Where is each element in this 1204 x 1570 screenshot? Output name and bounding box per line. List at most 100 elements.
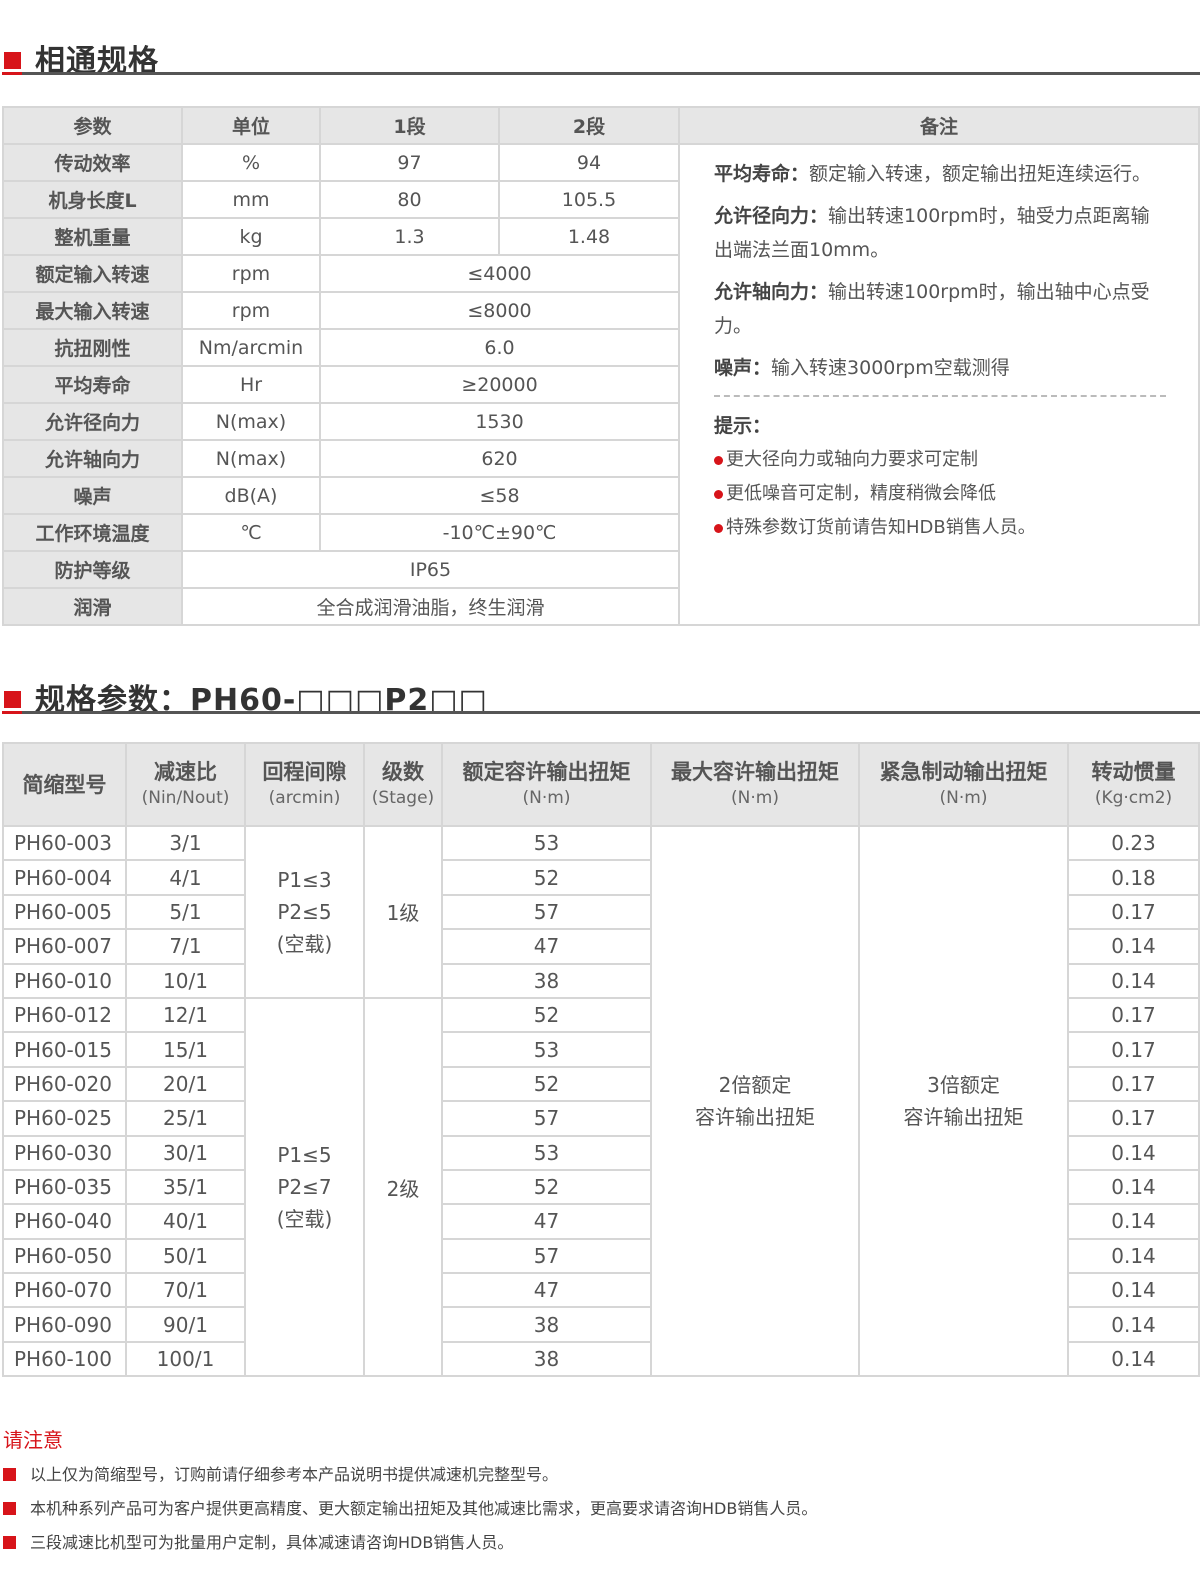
model-cell: PH60-025 bbox=[2, 1100, 127, 1137]
rated-torque-cell: 53 bbox=[441, 824, 652, 862]
param-cell: 允许径向力 bbox=[2, 402, 183, 441]
note-text: 输出转速100rpm时，轴受力点距离输出端法兰面10mm。 bbox=[714, 205, 1150, 261]
header-unit: (Kg·cm2) bbox=[1094, 787, 1173, 808]
caution-item: 本机种系列产品可为客户提供更高精度、更大额定输出扭矩及其他减速比需求，更高要求请… bbox=[3, 1495, 817, 1519]
ratio-cell: 30/1 bbox=[125, 1134, 246, 1171]
stage1-cell: 1.3 bbox=[319, 217, 500, 256]
value-cell: 620 bbox=[319, 439, 680, 478]
inertia-cell: 0.17 bbox=[1067, 893, 1200, 931]
emergency-torque-line: 容许输出扭矩 bbox=[903, 1105, 1024, 1130]
tip-item: 更低噪音可定制，精度稍微会降低 bbox=[714, 477, 1166, 511]
ratio-cell: 10/1 bbox=[125, 962, 246, 999]
inertia-cell: 0.14 bbox=[1067, 928, 1200, 965]
table-row: PH60-025 25/1 57 0.17 bbox=[2, 1100, 1200, 1137]
ratio-cell: 100/1 bbox=[125, 1340, 246, 1378]
inertia-cell: 0.17 bbox=[1067, 1100, 1200, 1137]
value-cell: 全合成润滑油脂，终生润滑 bbox=[181, 587, 680, 626]
inertia-cell: 0.17 bbox=[1067, 996, 1200, 1034]
unit-cell: ℃ bbox=[181, 513, 321, 552]
column-header: 2段 bbox=[498, 106, 680, 145]
table-row: 允许径向力 N(max) 1530 bbox=[2, 402, 1199, 441]
table-row: PH60-050 50/1 57 0.14 bbox=[2, 1237, 1200, 1275]
param-cell: 工作环境温度 bbox=[2, 513, 183, 552]
model-spec-table: 简缩型号 减速比 (Nin/Nout) 回程间隙 (arcmin) 级数 (Stage) 额定… bbox=[2, 742, 1200, 1378]
ratio-cell: 15/1 bbox=[125, 1031, 246, 1068]
note-item: 允许径向力：输出转速100rpm时，轴受力点距离输出端法兰面10mm。 bbox=[714, 199, 1166, 267]
param-cell: 平均寿命 bbox=[2, 365, 183, 404]
table-row: 抗扭刚性 Nm/arcmin 6.0 bbox=[2, 328, 1199, 367]
inertia-cell: 0.17 bbox=[1067, 1031, 1200, 1068]
table-row: 机身长度L mm 80 105.5 bbox=[2, 180, 1199, 219]
dashed-divider bbox=[714, 395, 1166, 397]
header-main: 减速比 bbox=[154, 759, 217, 784]
notes-cell: 平均寿命：额定输入转速，额定输出扭矩连续运行。 允许径向力：输出转速100rpm时… bbox=[678, 143, 1200, 626]
ratio-cell: 12/1 bbox=[125, 996, 246, 1034]
tip-item: 特殊参数订货前请告知HDB销售人员。 bbox=[714, 511, 1166, 545]
rated-torque-cell: 52 bbox=[441, 859, 652, 896]
divider bbox=[2, 711, 1200, 714]
header-main: 最大容许输出扭矩 bbox=[671, 759, 839, 784]
stage1-cell: 80 bbox=[319, 180, 500, 219]
model-cell: PH60-035 bbox=[2, 1168, 127, 1206]
inertia-cell: 0.14 bbox=[1067, 1272, 1200, 1309]
stage2-cell: 1.48 bbox=[498, 217, 680, 256]
column-header: 最大容许输出扭矩 (N·m) bbox=[650, 742, 860, 827]
note-item: 噪声：输入转速3000rpm空载测得 bbox=[714, 351, 1166, 385]
backlash-line: P2≤7 bbox=[277, 1175, 332, 1200]
header-main: 紧急制动输出扭矩 bbox=[879, 759, 1048, 784]
inertia-cell: 0.14 bbox=[1067, 1306, 1200, 1343]
model-cell: PH60-090 bbox=[2, 1306, 127, 1343]
inertia-cell: 0.14 bbox=[1067, 1203, 1200, 1240]
red-square-icon bbox=[3, 1468, 16, 1481]
column-header: 级数 (Stage) bbox=[363, 742, 443, 827]
rated-torque-cell: 47 bbox=[441, 1203, 652, 1240]
tips-title: 提示： bbox=[714, 415, 772, 437]
backlash-line: P1≤5 bbox=[277, 1143, 332, 1168]
table-row: PH60-070 70/1 47 0.14 bbox=[2, 1272, 1200, 1309]
red-square-icon bbox=[3, 1502, 16, 1515]
max-torque-line: 容许输出扭矩 bbox=[695, 1105, 815, 1130]
model-cell: PH60-004 bbox=[2, 859, 127, 896]
rated-torque-cell: 47 bbox=[441, 928, 652, 965]
param-cell: 额定输入转速 bbox=[2, 254, 183, 293]
unit-cell: kg bbox=[181, 217, 321, 256]
emergency-torque-line: 3倍额定 bbox=[927, 1073, 1000, 1098]
model-cell: PH60-010 bbox=[2, 962, 127, 999]
model-cell: PH60-015 bbox=[2, 1031, 127, 1068]
backlash-line: (空载) bbox=[276, 1207, 333, 1232]
note-text: 输入转速3000rpm空载测得 bbox=[771, 357, 1010, 379]
value-cell: ≤8000 bbox=[319, 291, 680, 330]
column-header: 转动惯量 (Kg·cm2) bbox=[1067, 742, 1200, 827]
rated-torque-cell: 38 bbox=[441, 1306, 652, 1343]
value-cell: 1530 bbox=[319, 402, 680, 441]
table-row: 噪声 dB(A) ≤58 bbox=[2, 476, 1199, 515]
note-label: 噪声： bbox=[714, 357, 772, 379]
stage-cell: 1级 bbox=[363, 825, 443, 999]
param-cell: 防护等级 bbox=[2, 550, 183, 589]
table-row: 整机重量 kg 1.3 1.48 bbox=[2, 217, 1199, 256]
value-cell: ≤4000 bbox=[319, 254, 680, 293]
table-row: PH60-004 4/1 52 0.18 bbox=[2, 859, 1200, 896]
model-cell: PH60-003 bbox=[2, 824, 127, 862]
table-row: 润滑 全合成润滑油脂，终生润滑 bbox=[2, 587, 1199, 626]
header-main: 级数 bbox=[382, 759, 424, 784]
tip-text: 特殊参数订货前请告知HDB销售人员。 bbox=[726, 517, 1036, 538]
header-main: 转动惯量 bbox=[1091, 759, 1176, 784]
header-main: 额定容许输出扭矩 bbox=[462, 759, 631, 784]
header-unit: (Nin/Nout) bbox=[141, 787, 230, 808]
stage1-cell: 97 bbox=[319, 143, 500, 182]
unit-cell: Hr bbox=[181, 365, 321, 404]
rated-torque-cell: 53 bbox=[441, 1134, 652, 1171]
rated-torque-cell: 52 bbox=[441, 1065, 652, 1103]
max-torque-cell: 2倍额定 容许输出扭矩 bbox=[650, 824, 860, 1378]
unit-cell: mm bbox=[181, 180, 321, 219]
rated-torque-cell: 53 bbox=[441, 1031, 652, 1068]
inertia-cell: 0.23 bbox=[1067, 824, 1200, 862]
caution-item: 以上仅为简缩型号，订购前请仔细参考本产品说明书提供减速机完整型号。 bbox=[3, 1461, 558, 1485]
backlash-line: P2≤5 bbox=[277, 899, 332, 924]
ratio-cell: 20/1 bbox=[125, 1065, 246, 1103]
model-cell: PH60-040 bbox=[2, 1203, 127, 1240]
table-row: PH60-010 10/1 38 0.14 bbox=[2, 962, 1200, 999]
ratio-cell: 40/1 bbox=[125, 1203, 246, 1240]
model-cell: PH60-100 bbox=[2, 1340, 127, 1378]
